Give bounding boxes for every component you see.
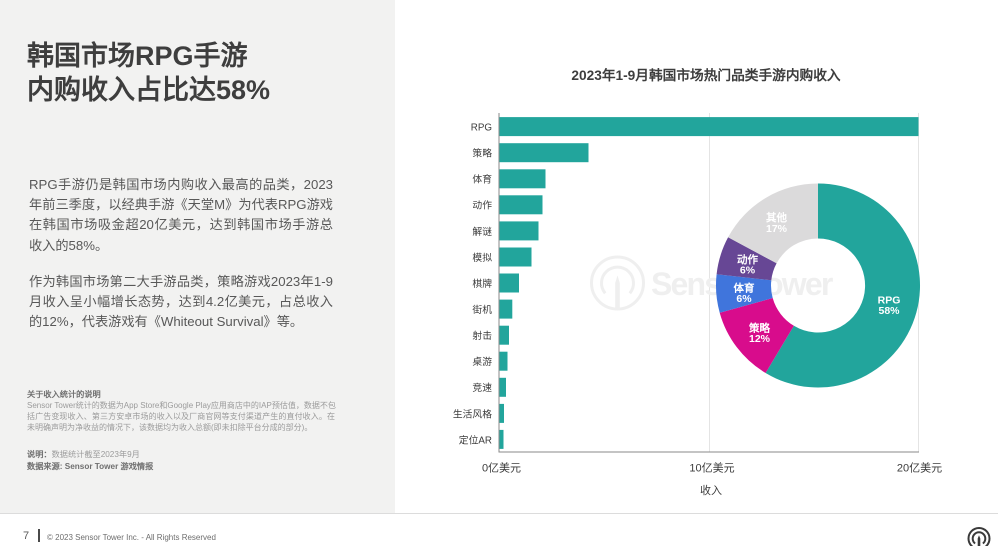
svg-text:竞速: 竞速 xyxy=(472,381,492,394)
svg-text:街机: 街机 xyxy=(472,303,492,316)
svg-text:RPG: RPG xyxy=(878,295,901,307)
svg-text:20亿美元: 20亿美元 xyxy=(897,462,942,475)
svg-text:10亿美元: 10亿美元 xyxy=(689,462,734,475)
svg-text:其他: 其他 xyxy=(766,211,787,224)
svg-text:体育: 体育 xyxy=(472,173,492,186)
svg-text:策略: 策略 xyxy=(472,147,492,160)
svg-text:动作: 动作 xyxy=(737,253,758,266)
svg-text:解谜: 解谜 xyxy=(472,225,492,238)
svg-text:模拟: 模拟 xyxy=(472,251,492,264)
svg-text:生活风格: 生活风格 xyxy=(453,407,492,420)
svg-text:体育: 体育 xyxy=(734,282,755,295)
svg-text:17%: 17% xyxy=(766,223,788,235)
svg-text:58%: 58% xyxy=(878,305,900,317)
svg-text:动作: 动作 xyxy=(472,200,492,212)
svg-text:桌游: 桌游 xyxy=(472,355,492,368)
svg-text:收入: 收入 xyxy=(700,483,722,497)
svg-text:12%: 12% xyxy=(749,333,771,345)
svg-text:棋牌: 棋牌 xyxy=(472,277,492,290)
svg-text:策略: 策略 xyxy=(748,322,770,335)
svg-text:定位AR: 定位AR xyxy=(459,433,492,446)
svg-text:RPG: RPG xyxy=(471,123,492,134)
svg-text:6%: 6% xyxy=(736,293,752,305)
svg-text:射击: 射击 xyxy=(472,329,492,342)
svg-text:0亿美元: 0亿美元 xyxy=(482,462,521,475)
svg-text:6%: 6% xyxy=(740,265,756,277)
